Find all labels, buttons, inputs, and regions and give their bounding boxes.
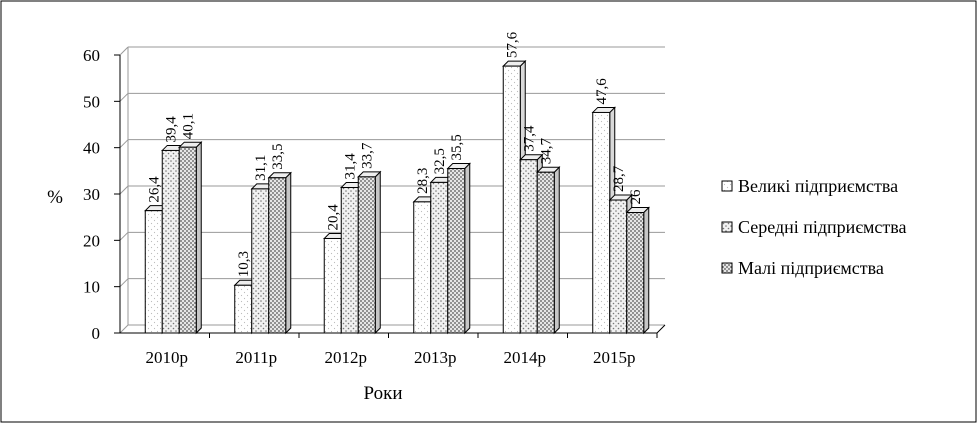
gridline-side [119,46,129,56]
x-tick-label: 2010р [146,348,189,367]
bar-front [430,181,449,334]
data-label: 40,1 [181,113,197,139]
bar-front [161,149,180,334]
x-tick-label: 2011р [235,348,277,367]
bar-front [268,177,287,334]
bar-front [536,171,555,334]
data-label: 26 [628,189,644,205]
x-tick-label: 2013р [414,348,457,367]
legend-item-medium: Середні підприємства [721,217,907,237]
data-label: 37,4 [522,125,538,152]
bar-front [144,210,163,334]
y-tick-label: 10 [83,278,100,297]
gridline-side [119,185,129,195]
bar-front [234,284,253,334]
y-tick-label: 0 [92,324,101,343]
y-tick-label: 60 [83,46,100,65]
bar-front [447,168,466,334]
gridline-side [119,278,129,288]
bar [357,170,382,335]
y-tick-label: 40 [83,139,100,158]
bar-side [285,171,292,335]
x-tick-label: 2012р [325,348,368,367]
data-label: 32,5 [432,148,448,174]
bar-front [323,237,342,334]
y-tick-label: 50 [83,92,100,111]
bar [446,162,471,335]
legend-item-large: Великі підприємства [721,176,898,196]
bar [625,206,650,335]
legend: Великі підприємства Середні підприємства… [721,176,907,278]
gridline-side [119,324,129,334]
gridline-side [119,139,129,149]
data-label: 10,3 [236,251,252,277]
data-label: 33,7 [360,142,376,169]
data-label: 26,4 [147,176,163,203]
y-tick-label: 30 [83,185,100,204]
x-tick-label: 2015р [593,348,636,367]
legend-label-small: Малі підприємства [738,258,884,278]
bar-front [592,111,611,334]
bar [536,166,561,335]
gridline-side [119,92,129,102]
gridline-side [119,231,129,241]
data-label: 35,5 [449,134,465,160]
data-label: 31,4 [343,153,359,180]
y-axis-title: % [47,187,63,208]
bar-side [195,140,202,335]
legend-label-medium: Середні підприємства [738,217,907,237]
legend-label-large: Великі підприємства [738,176,898,196]
data-label: 34,7 [539,137,555,164]
bar-front [251,188,270,334]
bar-front [178,146,197,334]
legend-item-small: Малі підприємства [721,258,884,278]
bar-side [643,206,650,335]
bar [178,140,203,335]
bar [267,171,292,335]
legend-swatch-small [721,262,733,274]
bar-front [519,159,538,334]
x-tick-label: 2014р [504,348,547,367]
bar-front [609,199,628,334]
data-label: 57,6 [505,31,521,58]
data-label: 31,1 [253,155,269,181]
bar-front [626,212,645,334]
bar-front [413,201,432,334]
bar-side [553,166,560,335]
x-axis-title: Роки [364,383,403,404]
data-label: 28,3 [415,168,431,194]
bar-front [502,65,521,334]
legend-swatch-large [721,180,733,192]
data-label: 20,4 [326,204,342,231]
bar-front [340,187,359,334]
bar-side [464,162,471,335]
data-label: 28,7 [611,165,627,192]
y-tick-label: 20 [83,231,100,250]
bar-side [374,170,381,335]
legend-swatch-medium [721,221,733,233]
bar-front [357,176,376,334]
data-label: 47,6 [594,78,610,105]
data-label: 33,5 [270,144,286,170]
data-label: 39,4 [164,116,180,143]
